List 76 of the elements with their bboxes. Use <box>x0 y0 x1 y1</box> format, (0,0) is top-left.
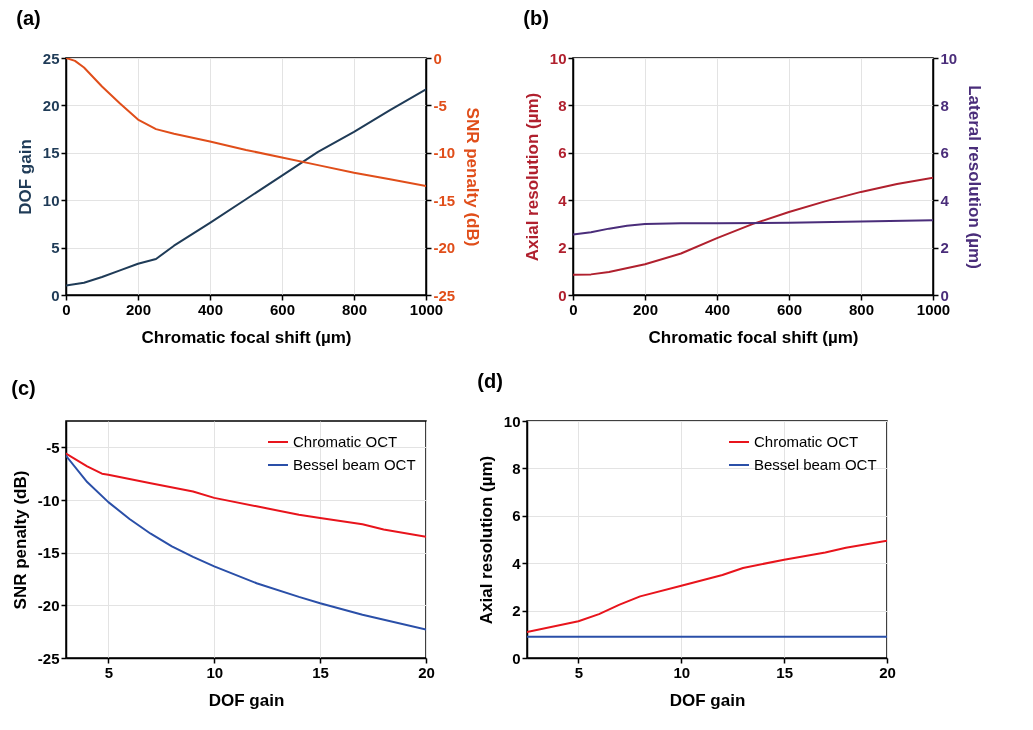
y-tick-label: 10 <box>42 191 60 209</box>
y-tick-label: 4 <box>512 554 522 572</box>
x-tick-label: 400 <box>704 300 731 318</box>
y-tick-label: 0 <box>51 286 60 304</box>
y-axis-title: Axial resolution (µm) <box>476 455 496 625</box>
chart-title: (c) <box>11 377 36 399</box>
x-tick-label: 200 <box>125 300 152 318</box>
chart-title: (d) <box>477 370 503 392</box>
x-axis-title: Chromatic focal shift (µm) <box>648 327 859 347</box>
y-tick-label: 15 <box>42 144 60 162</box>
y-tick-label: 20 <box>42 96 60 114</box>
chart-title: (b) <box>523 7 549 29</box>
y-tick-label: -5 <box>46 438 60 456</box>
y2-tick-label: -10 <box>433 144 456 162</box>
y-tick-label: 25 <box>42 49 60 67</box>
y-axis-title: SNR penalty (dB) <box>10 470 30 610</box>
y-tick-label: 8 <box>512 459 521 477</box>
y2-axis-title: Lateral resolution (µm) <box>965 85 985 269</box>
y2-tick-label: -5 <box>433 96 447 114</box>
y-tick-label: 8 <box>558 96 567 114</box>
x-tick-label: 800 <box>341 300 368 318</box>
x-tick-label: 600 <box>776 300 803 318</box>
y2-tick-label: -20 <box>433 239 456 257</box>
x-tick-label: 5 <box>104 663 114 681</box>
x-tick-label: 15 <box>312 663 329 681</box>
y-tick-label: 2 <box>512 602 521 620</box>
line-series <box>573 219 933 236</box>
x-tick-label: 10 <box>673 663 691 681</box>
y-tick-label: 6 <box>512 507 521 525</box>
y2-tick-label: 10 <box>940 49 958 67</box>
line-series <box>527 539 887 633</box>
y2-tick-label: 4 <box>940 191 950 209</box>
x-tick-label: 800 <box>848 300 875 318</box>
y2-tick-label: 2 <box>940 239 949 257</box>
legend-label: Chromatic OCT <box>754 433 859 450</box>
y-tick-label: -10 <box>37 491 60 509</box>
y-tick-label: 6 <box>558 144 567 162</box>
x-tick-label: 600 <box>269 300 296 318</box>
legend-label: Bessel beam OCT <box>293 456 416 473</box>
x-tick-label: 20 <box>879 663 896 681</box>
line-series <box>573 176 933 276</box>
y2-axis-title: SNR penalty (dB) <box>463 107 483 247</box>
legend-label: Bessel beam OCT <box>754 456 877 473</box>
chart-title: (a) <box>16 7 41 29</box>
y2-tick-label: 6 <box>940 144 949 162</box>
y2-tick-label: 8 <box>940 96 949 114</box>
y-tick-label: -15 <box>37 544 60 562</box>
line-series <box>66 454 426 631</box>
x-tick-label: 200 <box>632 300 659 318</box>
y-tick-label: 10 <box>503 412 521 430</box>
x-axis-title: Chromatic focal shift (µm) <box>141 327 352 347</box>
x-tick-label: 15 <box>776 663 793 681</box>
x-tick-label: 5 <box>574 663 584 681</box>
y2-tick-label: -15 <box>433 191 456 209</box>
line-series <box>66 452 426 538</box>
y-tick-label: -20 <box>37 596 60 614</box>
y-tick-label: 0 <box>558 286 567 304</box>
x-tick-label: 400 <box>197 300 224 318</box>
line-series <box>66 58 426 187</box>
legend-label: Chromatic OCT <box>293 433 398 450</box>
y-tick-label: 4 <box>558 191 568 209</box>
y-axis-title: Axial resolution (µm) <box>522 92 542 262</box>
line-series <box>66 88 426 287</box>
y-axis-title: DOF gain <box>15 139 35 215</box>
y-tick-label: 2 <box>558 239 567 257</box>
x-tick-label: 10 <box>206 663 224 681</box>
x-tick-label: 20 <box>418 663 435 681</box>
x-tick-label: 0 <box>62 300 71 318</box>
y-tick-label: 0 <box>512 649 521 667</box>
x-axis-title: DOF gain <box>669 690 746 710</box>
y-tick-label: -25 <box>37 649 60 667</box>
y-tick-label: 10 <box>549 49 567 67</box>
x-axis-title: DOF gain <box>208 690 285 710</box>
y2-tick-label: 0 <box>433 49 442 67</box>
y-tick-label: 5 <box>51 239 60 257</box>
x-tick-label: 0 <box>569 300 578 318</box>
